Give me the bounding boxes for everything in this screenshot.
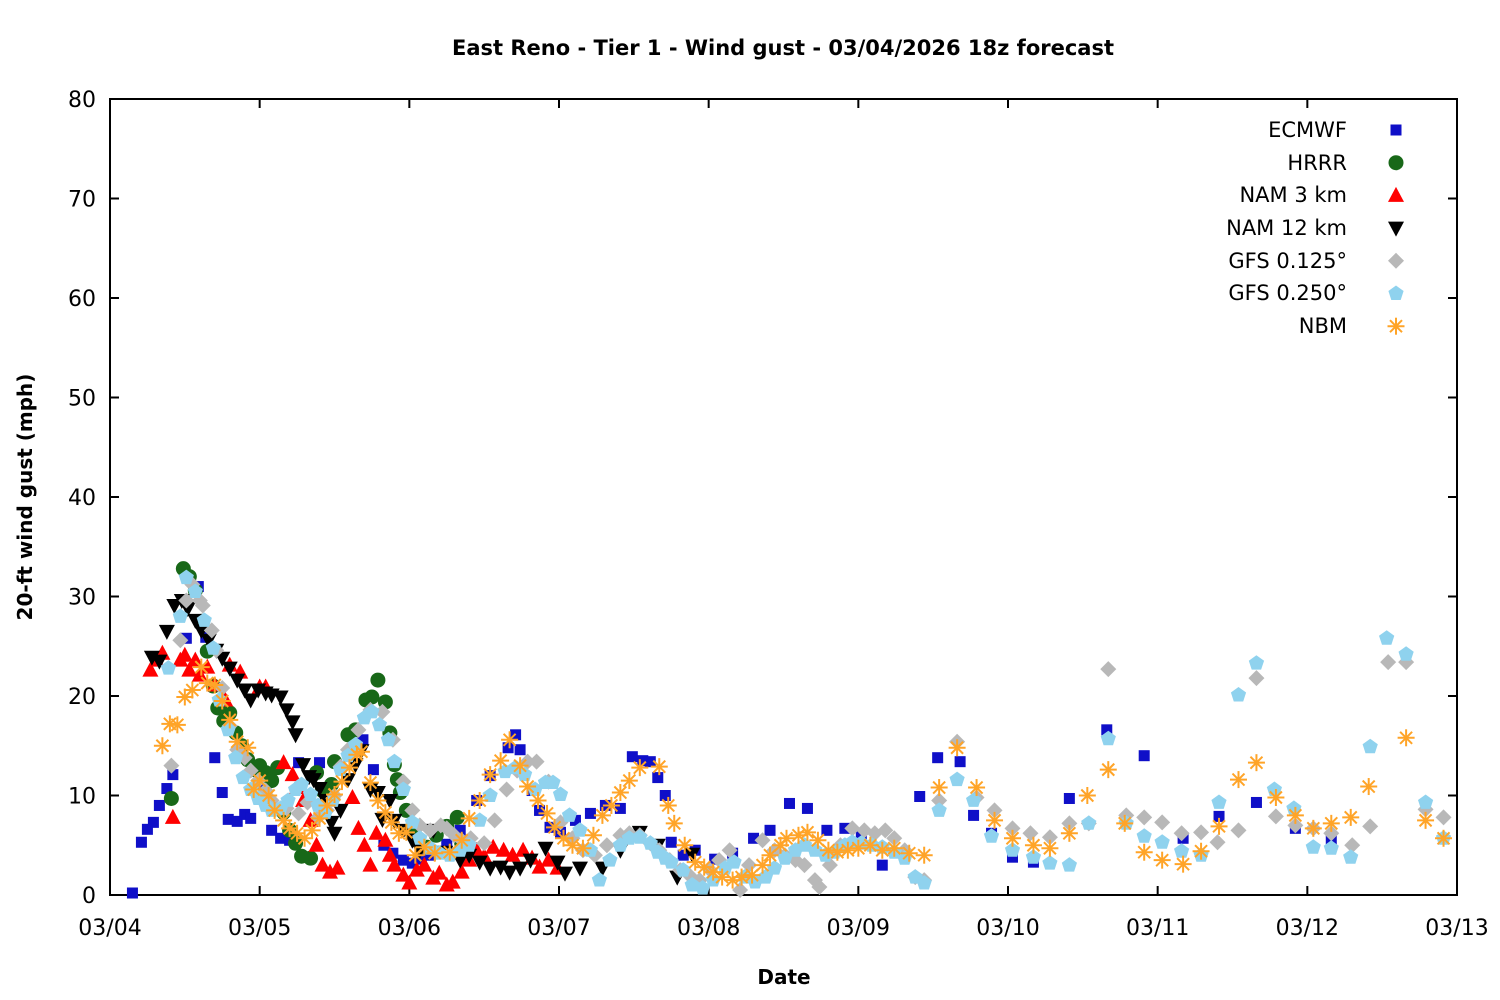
x-tick-label: 03/04	[78, 916, 141, 941]
chart-title: East Reno - Tier 1 - Wind gust - 03/04/2…	[452, 36, 1114, 60]
y-tick-label: 50	[68, 387, 96, 412]
legend: ECMWF HRRR NAM 3 km NAM 12 km GFS 0.125°…	[1226, 118, 1405, 338]
legend-row-gfs0125: GFS 0.125°	[1228, 249, 1404, 273]
x-tick-label: 03/13	[1425, 916, 1488, 941]
gfs0250-pentagon-icon	[1388, 285, 1404, 300]
y-tick-label: 80	[68, 88, 96, 113]
y-tick-label: 70	[68, 188, 96, 213]
nam3-triangle-up-icon	[1388, 186, 1404, 202]
legend-row-ecmwf: ECMWF	[1268, 118, 1402, 142]
legend-row-nbm: NBM	[1299, 314, 1405, 338]
legend-label-gfs0125: GFS 0.125°	[1228, 249, 1347, 273]
legend-label-ecmwf: ECMWF	[1268, 118, 1347, 142]
legend-label-hrrr: HRRR	[1287, 151, 1347, 175]
y-tick-label: 30	[68, 586, 96, 611]
gfs0125-diamond-icon	[1388, 252, 1404, 269]
data-points-layer	[126, 561, 1453, 899]
legend-label-nbm: NBM	[1299, 314, 1347, 338]
legend-row-hrrr: HRRR	[1287, 151, 1404, 175]
hrrr-circle-icon	[1388, 155, 1404, 171]
series-nbm	[153, 658, 1453, 889]
legend-label-gfs0250: GFS 0.250°	[1228, 281, 1347, 305]
x-tick-label: 03/05	[228, 916, 291, 941]
nbm-asterisk-icon	[1387, 317, 1405, 335]
y-axis-label: 20-ft wind gust (mph)	[13, 374, 37, 621]
y-tick-label: 10	[68, 785, 96, 810]
ecmwf-square-icon	[1390, 124, 1402, 136]
y-tick-label: 20	[68, 685, 96, 710]
x-tick-label: 03/06	[378, 916, 441, 941]
legend-label-nam12: NAM 12 km	[1226, 216, 1347, 240]
x-tick-label: 03/09	[827, 916, 890, 941]
legend-row-nam3: NAM 3 km	[1239, 183, 1404, 207]
legend-label-nam3: NAM 3 km	[1239, 183, 1347, 207]
legend-row-gfs0250: GFS 0.250°	[1228, 281, 1404, 305]
x-tick-label: 03/07	[527, 916, 590, 941]
plot-area: 03/04 03/05 03/06 03/07 03/08 03/09 03/10 03/11…	[68, 88, 1489, 941]
y-tick-label: 40	[68, 486, 96, 511]
y-tick-label: 60	[68, 287, 96, 312]
legend-row-nam12: NAM 12 km	[1226, 216, 1404, 240]
x-tick-label: 03/10	[976, 916, 1039, 941]
x-tick-label: 03/11	[1126, 916, 1189, 941]
nam12-triangle-down-icon	[1388, 221, 1404, 237]
y-tick-label: 0	[82, 884, 96, 909]
x-tick-label: 03/08	[677, 916, 740, 941]
x-axis-label: Date	[757, 965, 810, 989]
x-tick-label: 03/12	[1276, 916, 1339, 941]
